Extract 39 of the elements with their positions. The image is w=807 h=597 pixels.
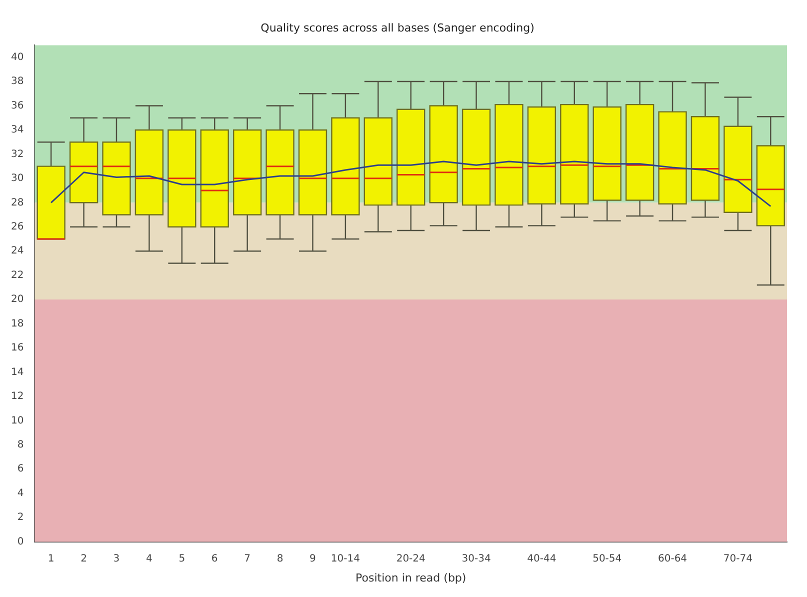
y-tick-label: 20	[10, 294, 24, 306]
x-tick-label: 5	[178, 553, 186, 564]
y-tick-label: 32	[10, 148, 24, 160]
x-tick-label: 7	[244, 553, 251, 564]
y-tick-label: 0	[17, 536, 24, 548]
y-tick-label: 28	[10, 197, 24, 208]
y-tick-label: 8	[17, 439, 24, 450]
y-tick-label: 26	[10, 221, 24, 232]
y-tick-label: 12	[10, 391, 24, 402]
y-tick-label: 4	[17, 488, 24, 499]
y-tick-label: 16	[10, 342, 24, 354]
y-tick-label: 2	[17, 512, 24, 524]
x-tick-label: 20-24	[396, 553, 426, 564]
x-tick-label: 8	[276, 553, 284, 564]
y-tick-label: 38	[10, 76, 24, 88]
y-tick-label: 22	[10, 270, 24, 281]
x-tick-label: 2	[80, 553, 87, 564]
x-tick-label: 3	[113, 553, 120, 564]
y-tick-label: 36	[10, 100, 24, 112]
chart-title: Quality scores across all bases (Sanger encoding)	[260, 21, 534, 34]
x-tick-label: 50-54	[592, 553, 622, 564]
x-tick-label: 40-44	[527, 553, 556, 564]
y-tick-label: 6	[17, 464, 24, 475]
y-tick-label: 10	[10, 415, 24, 426]
y-tick-label: 30	[10, 173, 24, 184]
x-tick-label: 10-14	[330, 553, 360, 564]
y-tick-label: 14	[10, 366, 24, 378]
y-tick-label: 40	[10, 52, 24, 63]
x-tick-label: 70-74	[723, 553, 752, 564]
x-tick-label: 60-64	[658, 553, 688, 564]
y-tick-label: 34	[10, 124, 24, 136]
x-tick-label: 1	[48, 553, 54, 564]
y-tick-label: 24	[10, 246, 24, 257]
x-tick-label: 6	[211, 553, 218, 564]
x-tick-label: 9	[310, 553, 316, 564]
x-tick-label: 30-34	[462, 553, 491, 564]
x-axis-title: Position in read (bp)	[356, 571, 466, 584]
y-tick-label: 18	[10, 318, 24, 330]
x-tick-label: 4	[146, 553, 152, 564]
